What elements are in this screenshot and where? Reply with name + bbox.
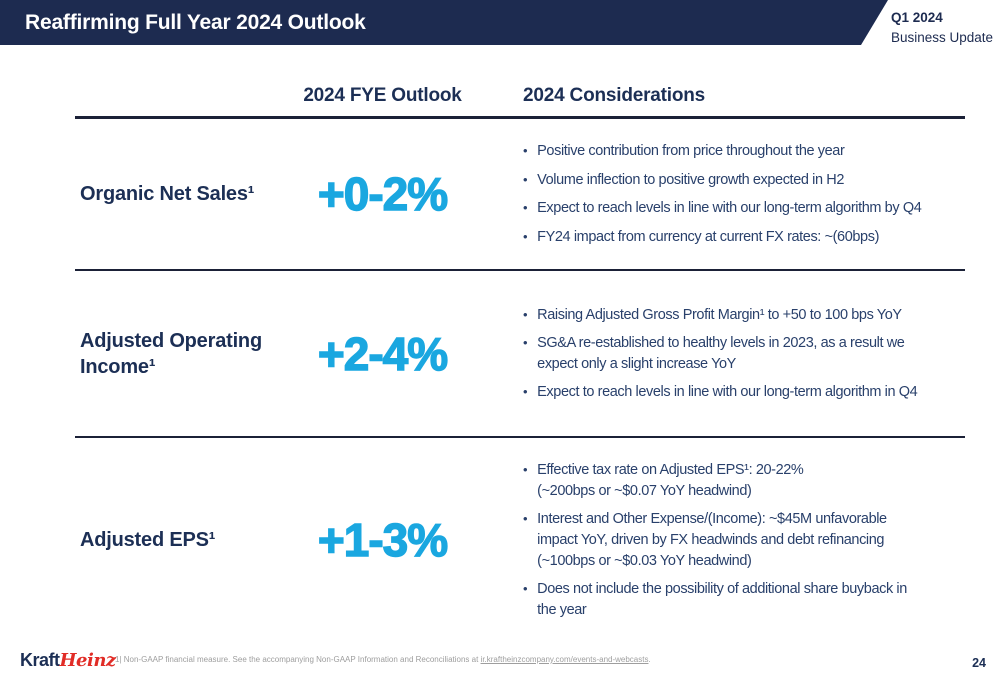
outlook-value: +2-4% [317,327,449,380]
table-row: Organic Net Sales¹ +0-2% • Positive cont… [75,119,965,272]
footnote-link[interactable]: ir.kraftheinzcompany.com/events-and-webc… [480,655,649,664]
bullet-icon: • [523,335,528,351]
bullet-text: Interest and Other Expense/(Income): ~$4… [537,511,887,569]
corner-tag-quarter: Q1 2024 [891,10,943,25]
list-item: • Raising Adjusted Gross Profit Margin¹ … [523,305,965,326]
list-item: • Does not include the possibility of ad… [523,579,965,620]
kraft-heinz-logo: KraftHeinz [20,650,116,671]
table-header-row: 2024 FYE Outlook 2024 Considerations [75,85,965,119]
header-fye-outlook: 2024 FYE Outlook [303,85,462,106]
outlook-value: +0-2% [317,167,449,221]
list-item: • FY24 impact from currency at current F… [523,227,965,248]
corner-tag-subtitle: Business Update [891,30,994,46]
logo-heinz-text: Heinz [59,650,117,671]
outlook-table: 2024 FYE Outlook 2024 Considerations Org… [75,85,965,642]
list-item: • Volume inflection to positive growth e… [523,170,965,191]
bullet-text: Expect to reach levels in line with our … [537,200,922,217]
bullet-text: Effective tax rate on Adjusted EPS¹: 20-… [537,462,804,499]
footnote-text: 1| Non-GAAP financial measure. See the a… [115,655,481,664]
bullet-text: FY24 impact from currency at current FX … [537,228,879,245]
bullet-icon: • [523,511,528,527]
footnote-period: . [648,655,651,664]
bullet-icon: • [523,171,528,187]
bullet-text: Does not include the possibility of addi… [537,581,907,618]
bullet-icon: • [523,200,528,216]
list-item: • Effective tax rate on Adjusted EPS¹: 2… [523,460,965,501]
list-item: • Interest and Other Expense/(Income): ~… [523,509,965,571]
list-item: • Expect to reach levels in line with ou… [523,198,965,219]
table-row: Adjusted Operating Income¹ +2-4% • Raisi… [75,271,965,439]
bullet-text: SG&A re-established to healthy levels in… [537,335,905,372]
header-considerations: 2024 Considerations [523,85,706,106]
table-row: Adjusted EPS¹ +1-3% • Effective tax rate… [75,438,965,642]
list-item: • Expect to reach levels in line with ou… [523,382,965,403]
row-label-adjusted-eps: Adjusted EPS¹ [80,529,216,552]
bullet-icon: • [523,462,528,478]
title-banner: Reaffirming Full Year 2024 Outlook [0,0,888,45]
slide-title: Reaffirming Full Year 2024 Outlook [25,11,366,34]
bullet-text: Volume inflection to positive growth exp… [537,171,844,188]
page-number: 24 [972,656,986,670]
corner-tag: Q1 2024 Business Update [891,8,993,49]
footnote: 1| Non-GAAP financial measure. See the a… [115,655,651,664]
list-item: • SG&A re-established to healthy levels … [523,333,965,374]
outlook-value: +1-3% [317,514,449,567]
bullet-text: Positive contribution from price through… [537,143,845,159]
row-label-organic-net-sales: Organic Net Sales¹ [80,183,255,206]
logo-kraft-text: Kraft [20,650,60,670]
bullet-icon: • [523,143,528,158]
considerations-list: • Positive contribution from price throu… [475,133,965,255]
bullet-icon: • [523,306,528,322]
row-label-adjusted-operating-income: Adjusted Operating Income¹ [80,329,262,378]
bullet-icon: • [523,228,528,244]
bullet-icon: • [523,581,528,597]
considerations-list: • Effective tax rate on Adjusted EPS¹: 2… [475,452,965,628]
considerations-list: • Raising Adjusted Gross Profit Margin¹ … [475,297,965,411]
bullet-text: Raising Adjusted Gross Profit Margin¹ to… [537,306,902,323]
bullet-icon: • [523,384,528,400]
bullet-text: Expect to reach levels in line with our … [537,384,918,401]
list-item: • Positive contribution from price throu… [523,141,965,162]
